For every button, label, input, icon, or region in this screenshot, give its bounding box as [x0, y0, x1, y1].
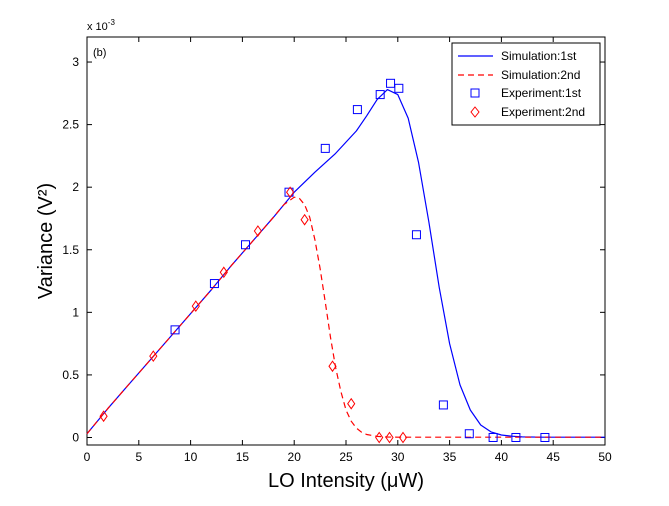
- y-exponent-base: x 10: [87, 21, 108, 33]
- x-tick-label: 5: [135, 450, 142, 464]
- data-point-square: [209, 279, 219, 289]
- legend-label-sim1: Simulation:1st: [501, 49, 577, 63]
- legend-box: [451, 42, 601, 126]
- data-point-square: [488, 432, 498, 442]
- x-tick-label: 45: [547, 450, 561, 464]
- legend-label-sim2: Simulation:2nd: [501, 68, 580, 82]
- data-point-diamond: [191, 300, 200, 312]
- data-point-square: [464, 429, 474, 439]
- x-tick-label: 10: [184, 450, 198, 464]
- data-point-square: [511, 432, 521, 442]
- data-point-square: [411, 230, 421, 240]
- x-tick-label: 50: [598, 450, 612, 464]
- y-tick-label: 1.5: [62, 243, 79, 257]
- legend-swatch-exp2: [470, 106, 480, 118]
- data-point-square: [241, 240, 251, 250]
- data-point-square: [438, 400, 448, 410]
- data-point-diamond: [385, 431, 394, 444]
- y-tick-label: 1: [72, 305, 79, 319]
- panel-label: (b): [93, 47, 106, 59]
- x-axis-title: LO Intensity (μW): [268, 470, 424, 492]
- data-point-diamond: [328, 360, 337, 373]
- x-tick-label: 20: [288, 450, 302, 464]
- y-exponent-power: -3: [108, 18, 116, 27]
- legend: Simulation:1st Simulation:2nd Experiment…: [451, 42, 601, 126]
- data-point-diamond: [375, 431, 384, 444]
- data-point-diamond: [219, 266, 228, 279]
- y-tick-label: 3: [72, 55, 79, 69]
- x-tick-label: 35: [443, 450, 457, 464]
- y-tick-label: 2.5: [62, 118, 79, 132]
- data-point-diamond: [398, 431, 408, 444]
- data-point-square: [394, 83, 404, 93]
- series-line-2: [86, 196, 605, 438]
- x-tick-label: 0: [84, 450, 91, 464]
- series-markers: [99, 78, 550, 444]
- data-point-square: [375, 90, 385, 100]
- series-lines: [86, 88, 605, 438]
- data-point-diamond: [253, 225, 263, 237]
- x-tick-label: 40: [495, 450, 509, 464]
- data-point-square: [386, 78, 396, 88]
- legend-swatch-exp1: [470, 88, 480, 98]
- y-tick-label: 2: [72, 180, 79, 194]
- legend-label-exp1: Experiment:1st: [501, 86, 582, 100]
- data-point-square: [540, 432, 550, 442]
- data-point-square: [170, 325, 180, 335]
- y-tick-label: 0: [72, 430, 79, 444]
- x-tick-label: 30: [391, 450, 405, 464]
- data-point-square: [352, 105, 362, 115]
- y-tick-label: 0.5: [62, 368, 79, 382]
- axis-ticks: 0 5 10 15 20 25 30 35 40 45 50 0 0.5 1 1.5 2 2.5 3: [62, 37, 612, 464]
- data-point-diamond: [347, 397, 356, 410]
- x-tick-label: 25: [339, 450, 353, 464]
- y-exponent-label: x 10-3: [87, 18, 115, 33]
- y-axis-title: Variance (V²): [35, 183, 57, 299]
- data-point-diamond: [285, 186, 295, 199]
- data-point-square: [320, 143, 330, 153]
- data-point-diamond: [300, 213, 309, 226]
- data-point-diamond: [149, 350, 158, 362]
- x-tick-label: 15: [236, 450, 250, 464]
- legend-label-exp2: Experiment:2nd: [501, 105, 585, 119]
- data-point-diamond: [99, 410, 108, 423]
